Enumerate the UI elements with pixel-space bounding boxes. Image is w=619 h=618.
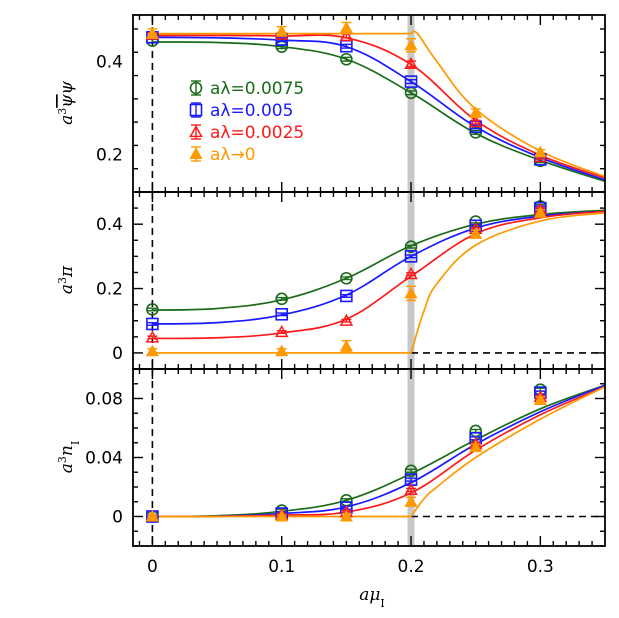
point-l0 — [404, 495, 418, 507]
point-l0 — [145, 509, 159, 522]
legend-marker-l0025 — [189, 124, 203, 138]
ytick-label: 0.2 — [96, 280, 123, 300]
ylabel-density: a3nI — [56, 441, 82, 473]
panel-condensate: 0.2 0.4 a3ψψ aλ=0.0075aλ=0.005aλ=0.0025aλ… — [56, 14, 606, 193]
curve-l005 — [152, 36, 606, 181]
legend-label-l0075: aλ=0.0075 — [210, 79, 304, 99]
panel-pion: 0 0.2 0.4 a3π — [56, 191, 606, 370]
xtick-label: 0.1 — [268, 557, 295, 577]
legend-marker-l005 — [189, 103, 203, 117]
point-l005 — [404, 250, 418, 263]
point-l0 — [339, 339, 353, 352]
point-l0 — [533, 393, 547, 405]
point-l0025 — [404, 482, 418, 496]
point-l005 — [275, 307, 289, 321]
x-axis: 0 0.1 0.2 0.3 — [147, 557, 554, 577]
point-l0075 — [404, 240, 418, 254]
ylabel-condensate: a3ψψ — [56, 80, 78, 124]
curve-l005 — [152, 210, 606, 325]
point-l0 — [145, 344, 159, 357]
legend-marker-l0 — [189, 147, 203, 159]
ytick-label: 0 — [112, 508, 123, 528]
xtick-label: 0.3 — [527, 557, 554, 577]
legend-marker-l0075 — [189, 81, 203, 95]
point-l0025 — [404, 267, 418, 280]
critical-band — [407, 15, 415, 192]
point-l0 — [469, 440, 483, 453]
point-l0025 — [404, 56, 418, 70]
curve-l0075 — [152, 209, 606, 311]
point-l0 — [469, 227, 483, 239]
point-l0 — [339, 509, 353, 522]
ytick-label: 0.4 — [96, 215, 123, 235]
point-l0 — [533, 206, 547, 218]
point-l0 — [533, 145, 547, 158]
point-l0 — [275, 344, 289, 357]
ytick-label: 0.2 — [96, 146, 123, 166]
curve-l0 — [152, 212, 606, 354]
point-l0075 — [146, 303, 159, 316]
curve-l0025 — [152, 34, 606, 179]
point-l0075 — [404, 464, 418, 478]
critical-band — [407, 369, 415, 546]
point-l0 — [145, 26, 159, 39]
ytick-label: 0.4 — [96, 53, 123, 73]
curve-l0 — [152, 30, 606, 178]
ytick-label: 0.08 — [85, 390, 123, 410]
panel-density: 0 0.04 0.08 a3nI — [56, 368, 606, 547]
xtick-label: 0 — [147, 557, 158, 577]
point-l0 — [404, 38, 418, 51]
critical-band — [407, 192, 415, 369]
point-l0025 — [339, 313, 354, 326]
legend-label-l0025: aλ=0.0025 — [210, 123, 304, 143]
point-l0025 — [274, 324, 289, 338]
point-l0 — [275, 24, 289, 37]
ylabel-pion: a3π — [56, 265, 78, 294]
ytick-label: 0 — [112, 344, 123, 364]
point-l0075 — [340, 271, 353, 285]
point-l0075 — [275, 292, 289, 306]
point-l005 — [146, 317, 159, 331]
point-l0 — [404, 286, 418, 299]
point-l005 — [340, 289, 353, 303]
point-l005 — [404, 75, 418, 88]
point-l0075 — [340, 52, 353, 66]
point-l0 — [275, 509, 289, 522]
point-l0 — [339, 21, 353, 34]
point-l0 — [469, 106, 483, 118]
xtick-label: 0.2 — [398, 557, 425, 577]
point-l0025 — [145, 330, 160, 343]
curve-l0075 — [152, 41, 606, 183]
curve-l0 — [152, 385, 606, 518]
xlabel: aμI — [359, 585, 385, 610]
curve-l0025 — [152, 210, 606, 340]
point-l0025 — [468, 115, 483, 128]
legend-label-l0: aλ→0 — [210, 145, 256, 165]
legend-label-l005: aλ=0.005 — [210, 101, 293, 121]
point-l0025 — [339, 28, 354, 42]
ytick-label: 0.04 — [85, 449, 123, 469]
